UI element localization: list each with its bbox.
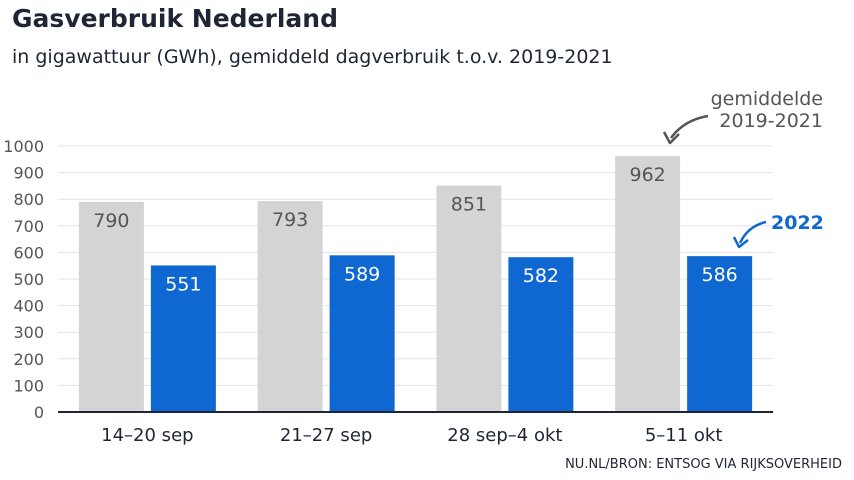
bar-value-label: 793 — [272, 209, 308, 231]
bar-value-label: 790 — [93, 210, 129, 232]
y-tick-label: 500 — [13, 270, 44, 289]
annotation-2022-arrowhead — [732, 236, 749, 249]
annotation-average-line2: 2019-2021 — [719, 110, 823, 132]
bar-value-label: 962 — [629, 164, 665, 186]
y-tick-label: 800 — [13, 190, 44, 209]
bar-value-label: 551 — [165, 273, 201, 295]
bar-value-label: 589 — [344, 263, 380, 285]
x-category-label: 14–20 sep — [101, 425, 193, 446]
bar-value-label: 586 — [701, 264, 737, 286]
bar-value-labels: 790 551 793 589 851 582 962 586 — [93, 164, 738, 295]
x-category-label: 5–11 okt — [645, 425, 723, 446]
x-category-label: 21–27 sep — [280, 425, 372, 446]
source-credit: NU.NL/BRON: ENTSOG VIA RIJKSOVERHEID — [565, 457, 842, 472]
bar-value-label: 582 — [523, 265, 559, 287]
y-tick-label: 400 — [13, 297, 44, 316]
bar-average — [78, 201, 144, 412]
y-tick-label: 1000 — [3, 137, 44, 156]
x-axis-categories: 14–20 sep 21–27 sep 28 sep–4 okt 5–11 okt — [101, 425, 722, 446]
bar-2022 — [150, 265, 216, 412]
y-tick-label: 100 — [13, 376, 44, 395]
y-tick-label: 0 — [34, 403, 44, 422]
annotation-2022-arrow — [738, 220, 767, 244]
annotation-average-line1: gemiddelde — [711, 88, 823, 110]
chart-title: Gasverbruik Nederland — [12, 4, 338, 33]
y-axis-ticks: 0 100 200 300 400 500 600 700 800 900 1000 — [3, 137, 44, 422]
bar-value-label: 851 — [451, 194, 487, 216]
chart-subtitle: in gigawattuur (GWh), gemiddeld dagverbr… — [12, 46, 613, 68]
y-tick-label: 700 — [13, 217, 44, 236]
bar-2022 — [329, 255, 395, 412]
y-tick-label: 900 — [13, 164, 44, 183]
x-category-label: 28 sep–4 okt — [447, 425, 562, 446]
annotation-average-arrowhead — [662, 131, 680, 145]
annotation-2022: 2022 — [771, 212, 824, 234]
annotation-average-arrow — [669, 114, 709, 139]
bar-average — [615, 156, 681, 412]
bar-2022 — [687, 256, 753, 412]
bar-2022 — [508, 257, 574, 412]
bar-average — [436, 185, 502, 412]
bars — [78, 156, 753, 412]
bar-average — [257, 201, 323, 412]
y-tick-label: 200 — [13, 350, 44, 369]
y-tick-label: 600 — [13, 243, 44, 262]
y-tick-label: 300 — [13, 323, 44, 342]
